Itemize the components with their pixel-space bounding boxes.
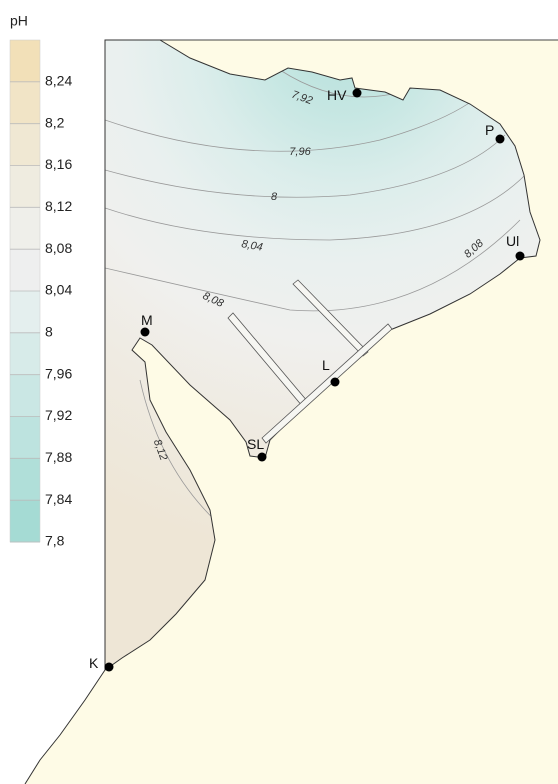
legend-swatch (10, 416, 40, 459)
legend-swatch (10, 81, 40, 125)
station-marker (352, 88, 362, 98)
legend-label: 8 (45, 324, 53, 340)
legend-swatch (10, 165, 40, 208)
station-marker (515, 251, 525, 261)
station-label: M (141, 312, 153, 328)
contour (139, 379, 221, 526)
legend-swatch (10, 123, 40, 166)
legend-label: 8,24 (45, 73, 72, 89)
station-marker (104, 662, 114, 672)
legend-title: pH (10, 13, 28, 29)
legend-label: 8,2 (45, 114, 65, 130)
legend-label: 8,16 (45, 156, 72, 172)
legend-swatch (10, 458, 40, 501)
station-label: Ul (506, 233, 519, 249)
station-marker (495, 134, 505, 144)
station-label: SL (247, 436, 264, 452)
legend-label: 8,04 (45, 282, 72, 298)
station-label: L (322, 357, 330, 373)
stations: HV P Ul M L SL K (89, 87, 525, 672)
legend-swatch (10, 332, 40, 376)
contour (105, 169, 531, 241)
station-marker (257, 452, 267, 462)
coastline (24, 669, 106, 784)
legend-label: 7,84 (45, 491, 72, 507)
legend-label: 8,08 (45, 240, 72, 256)
legend-swatch (10, 40, 40, 83)
pier (292, 279, 369, 357)
breakwater (261, 323, 393, 444)
station-marker (140, 327, 150, 337)
legend-swatch (10, 291, 40, 334)
legend: pH 8,24 8,2 8,16 8,12 8,08 8,04 8 7,96 7,92 7,88 7… (9, 13, 72, 549)
contour-label: 8,04 (240, 238, 263, 254)
station-label: P (485, 122, 494, 138)
station-label: HV (327, 87, 347, 103)
legend-label: 8,12 (45, 198, 72, 214)
legend-label: 7,88 (45, 449, 72, 465)
contour-label: 8 (271, 191, 278, 203)
station-label: K (89, 655, 99, 671)
contour-label: 7,96 (289, 146, 311, 158)
legend-label: 7,8 (45, 533, 65, 549)
legend-label: 7,92 (45, 407, 72, 423)
legend-label: 7,96 (45, 365, 72, 381)
legend-swatch (10, 207, 40, 250)
contour (105, 134, 506, 198)
contour (105, 219, 521, 312)
station-marker (330, 377, 340, 387)
legend-swatch (10, 249, 40, 292)
legend-swatch (10, 374, 40, 417)
legend-swatch (10, 500, 40, 543)
contour (105, 94, 481, 152)
